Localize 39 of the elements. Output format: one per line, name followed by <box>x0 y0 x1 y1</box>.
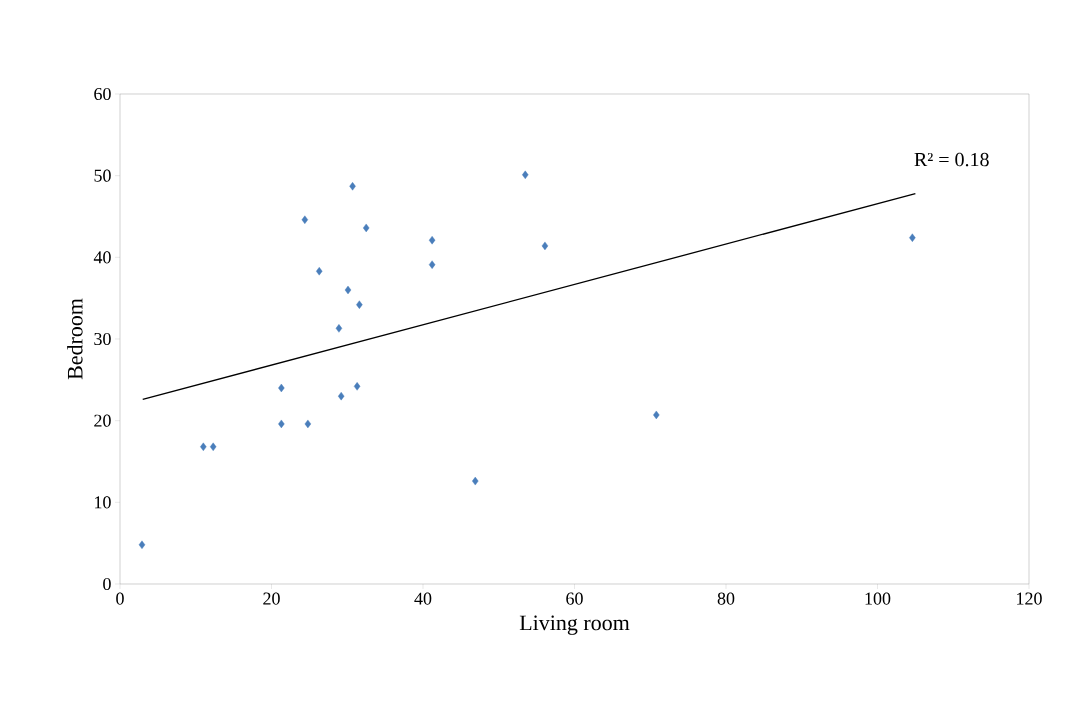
point <box>909 233 916 242</box>
x-tick-label: 60 <box>566 592 583 605</box>
y-tick-label: 0 <box>103 577 111 591</box>
point <box>316 267 323 276</box>
point <box>344 285 352 295</box>
y-axis-title: Bedroom <box>67 298 83 380</box>
y-tick-label: 10 <box>95 496 111 509</box>
point <box>362 223 370 233</box>
x-tick-label: 120 <box>1017 592 1042 605</box>
point <box>522 170 529 180</box>
y-tick-label: 50 <box>94 169 111 182</box>
x-tick-label: 40 <box>414 592 432 605</box>
y-tick-label: 20 <box>94 414 111 427</box>
y-tick-label: 40 <box>93 251 111 264</box>
point <box>209 442 217 451</box>
point <box>428 235 436 245</box>
x-tick-label: 20 <box>263 592 280 605</box>
point <box>353 382 361 391</box>
point <box>200 442 207 451</box>
x-tick-label: 0 <box>116 592 124 605</box>
point <box>278 419 285 429</box>
point <box>428 260 436 269</box>
point <box>653 410 660 420</box>
y-tick-label: 60 <box>94 87 111 101</box>
point <box>337 391 345 401</box>
point <box>335 324 343 333</box>
x-axis-title: Living room <box>519 615 630 635</box>
point <box>541 241 549 251</box>
point <box>138 540 146 549</box>
point <box>304 419 312 429</box>
point <box>278 383 285 393</box>
point <box>301 215 309 224</box>
point <box>349 182 356 191</box>
point <box>472 476 479 486</box>
x-tick-label: 100 <box>865 592 891 605</box>
x-tick-label: 80 <box>717 592 735 605</box>
annotation: R² = 0.18 <box>914 152 989 167</box>
point <box>356 300 363 309</box>
y-tick-label: 30 <box>94 332 111 346</box>
